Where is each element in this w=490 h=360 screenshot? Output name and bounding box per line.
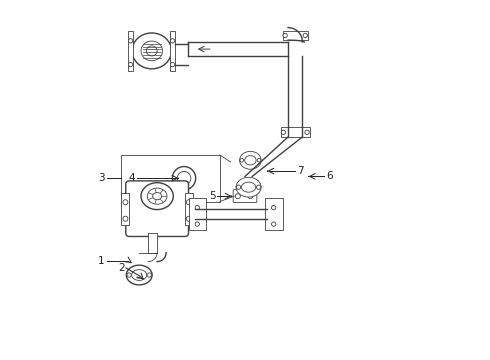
Circle shape (128, 39, 133, 43)
Bar (185, 193, 193, 225)
Circle shape (240, 158, 244, 162)
Bar (190, 198, 205, 230)
Circle shape (127, 273, 131, 277)
Circle shape (123, 200, 128, 205)
Circle shape (305, 130, 309, 134)
Circle shape (271, 206, 276, 210)
Ellipse shape (126, 265, 152, 285)
Ellipse shape (240, 151, 261, 169)
Bar (148, 233, 157, 253)
Bar (122, 155, 220, 202)
FancyBboxPatch shape (126, 181, 189, 237)
Circle shape (257, 158, 261, 162)
Text: 2: 2 (118, 263, 124, 273)
Circle shape (195, 222, 199, 226)
Circle shape (235, 194, 240, 199)
Ellipse shape (141, 183, 173, 210)
Circle shape (283, 33, 287, 38)
Bar (281, 127, 310, 137)
Bar (122, 193, 129, 225)
Bar (171, 31, 175, 71)
FancyBboxPatch shape (233, 190, 257, 203)
Circle shape (195, 206, 199, 210)
Circle shape (123, 216, 128, 221)
Ellipse shape (172, 167, 196, 190)
Circle shape (171, 39, 175, 43)
Circle shape (128, 62, 133, 67)
Circle shape (281, 130, 286, 134)
Circle shape (171, 62, 175, 67)
Circle shape (186, 200, 192, 205)
Circle shape (271, 222, 276, 226)
Bar (265, 198, 283, 230)
Text: 6: 6 (326, 171, 333, 181)
Circle shape (186, 216, 192, 221)
Circle shape (303, 33, 307, 38)
Circle shape (147, 273, 151, 277)
Circle shape (256, 185, 261, 189)
Bar (128, 31, 133, 71)
Text: 4: 4 (129, 173, 135, 183)
Bar (283, 31, 308, 40)
Circle shape (248, 194, 253, 199)
Text: 3: 3 (98, 173, 105, 183)
Ellipse shape (236, 177, 261, 197)
Circle shape (236, 185, 241, 189)
Ellipse shape (132, 33, 172, 69)
Text: 7: 7 (297, 166, 304, 176)
Text: 5: 5 (209, 191, 216, 201)
Text: 1: 1 (98, 256, 105, 266)
